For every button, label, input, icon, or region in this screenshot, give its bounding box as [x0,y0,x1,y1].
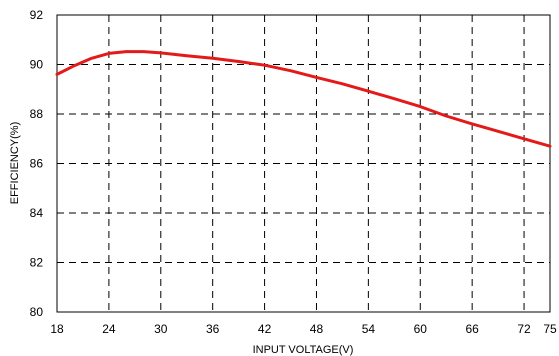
x-tick-label: 30 [154,322,168,336]
y-tick-label: 84 [30,206,44,220]
x-tick-label: 72 [517,322,531,336]
x-tick-label: 48 [310,322,324,336]
x-tick-label: 60 [414,322,428,336]
plot-frame [56,14,551,313]
y-axis-label: EFFICIENCY(%) [9,122,21,205]
efficiency-line [55,50,552,148]
x-tick-label: 42 [258,322,272,336]
x-tick-label: 54 [362,322,376,336]
x-tick-label: 18 [50,322,64,336]
x-tick-label: 66 [465,322,479,336]
x-axis-label: INPUT VOLTAGE(V) [253,344,354,356]
y-tick-labels: 80 82 84 86 88 90 92 [30,8,44,319]
x-tick-label: 75 [543,322,557,336]
y-tick-label: 92 [30,8,44,22]
x-tick-label: 24 [102,322,116,336]
y-tick-label: 86 [30,157,44,171]
y-tick-label: 88 [30,107,44,121]
x-tick-label: 36 [206,322,220,336]
y-tick-label: 90 [30,58,44,72]
series-lines [55,50,552,148]
grid-lines [57,15,550,312]
y-tick-label: 80 [30,305,44,319]
y-tick-label: 82 [30,256,44,270]
x-tick-labels: 18 24 30 36 42 48 54 60 66 72 75 [50,322,557,336]
